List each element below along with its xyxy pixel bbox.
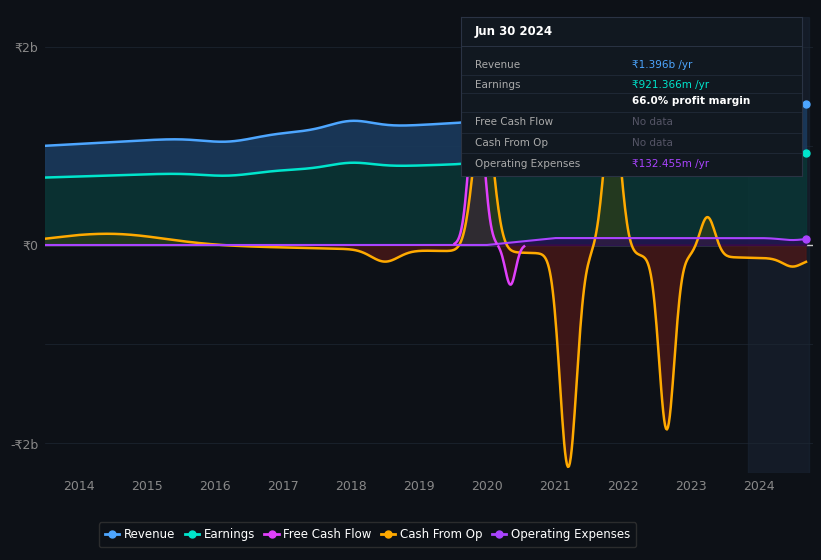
Text: ₹921.366m /yr: ₹921.366m /yr <box>632 81 709 90</box>
Text: ₹132.455m /yr: ₹132.455m /yr <box>632 158 709 169</box>
Text: Revenue: Revenue <box>475 60 521 69</box>
Text: Cash From Op: Cash From Op <box>475 138 548 148</box>
Text: No data: No data <box>632 138 672 148</box>
Text: Operating Expenses: Operating Expenses <box>475 158 580 169</box>
Text: Jun 30 2024: Jun 30 2024 <box>475 25 553 38</box>
Text: No data: No data <box>632 117 672 127</box>
Bar <box>748 17 810 473</box>
Text: Free Cash Flow: Free Cash Flow <box>475 117 553 127</box>
Text: ₹1.396b /yr: ₹1.396b /yr <box>632 60 692 69</box>
Text: 66.0% profit margin: 66.0% profit margin <box>632 96 750 106</box>
Text: Earnings: Earnings <box>475 81 521 90</box>
Legend: Revenue, Earnings, Free Cash Flow, Cash From Op, Operating Expenses: Revenue, Earnings, Free Cash Flow, Cash … <box>99 522 636 547</box>
